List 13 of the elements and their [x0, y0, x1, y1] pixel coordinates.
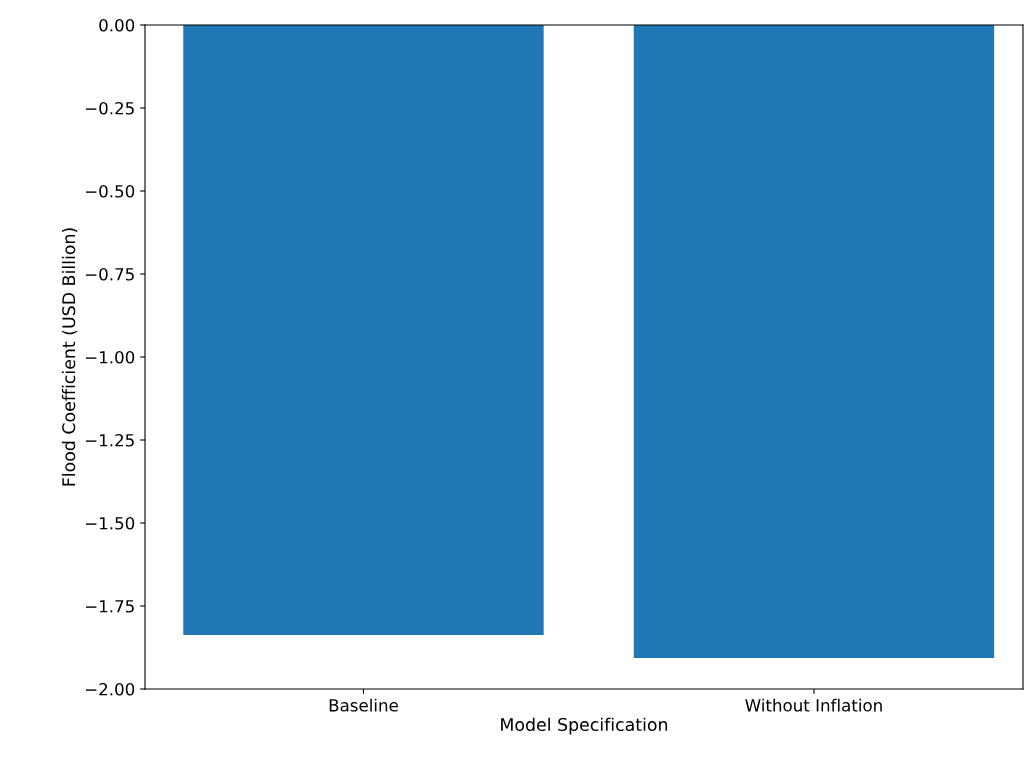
x-axis-title: Model Specification [501, 717, 668, 735]
y-tick-label: −2.00 [85, 682, 135, 696]
y-tick-label: −1.00 [85, 350, 135, 364]
y-tick-label: 0.00 [99, 18, 135, 32]
y-tick-label: −0.50 [85, 184, 135, 198]
y-tick-label: −0.25 [85, 101, 134, 115]
y-axis-title: Flood Coefficient (USD Billion) [61, 228, 78, 486]
x-tick-label: Baseline [329, 698, 398, 712]
x-tick-label: Without Inflation [745, 698, 882, 712]
y-tick-label: −1.75 [85, 600, 134, 613]
y-tick-label: −0.75 [85, 267, 134, 281]
y-tick-label: −1.25 [85, 433, 134, 447]
y-tick-label: −1.50 [85, 516, 135, 530]
